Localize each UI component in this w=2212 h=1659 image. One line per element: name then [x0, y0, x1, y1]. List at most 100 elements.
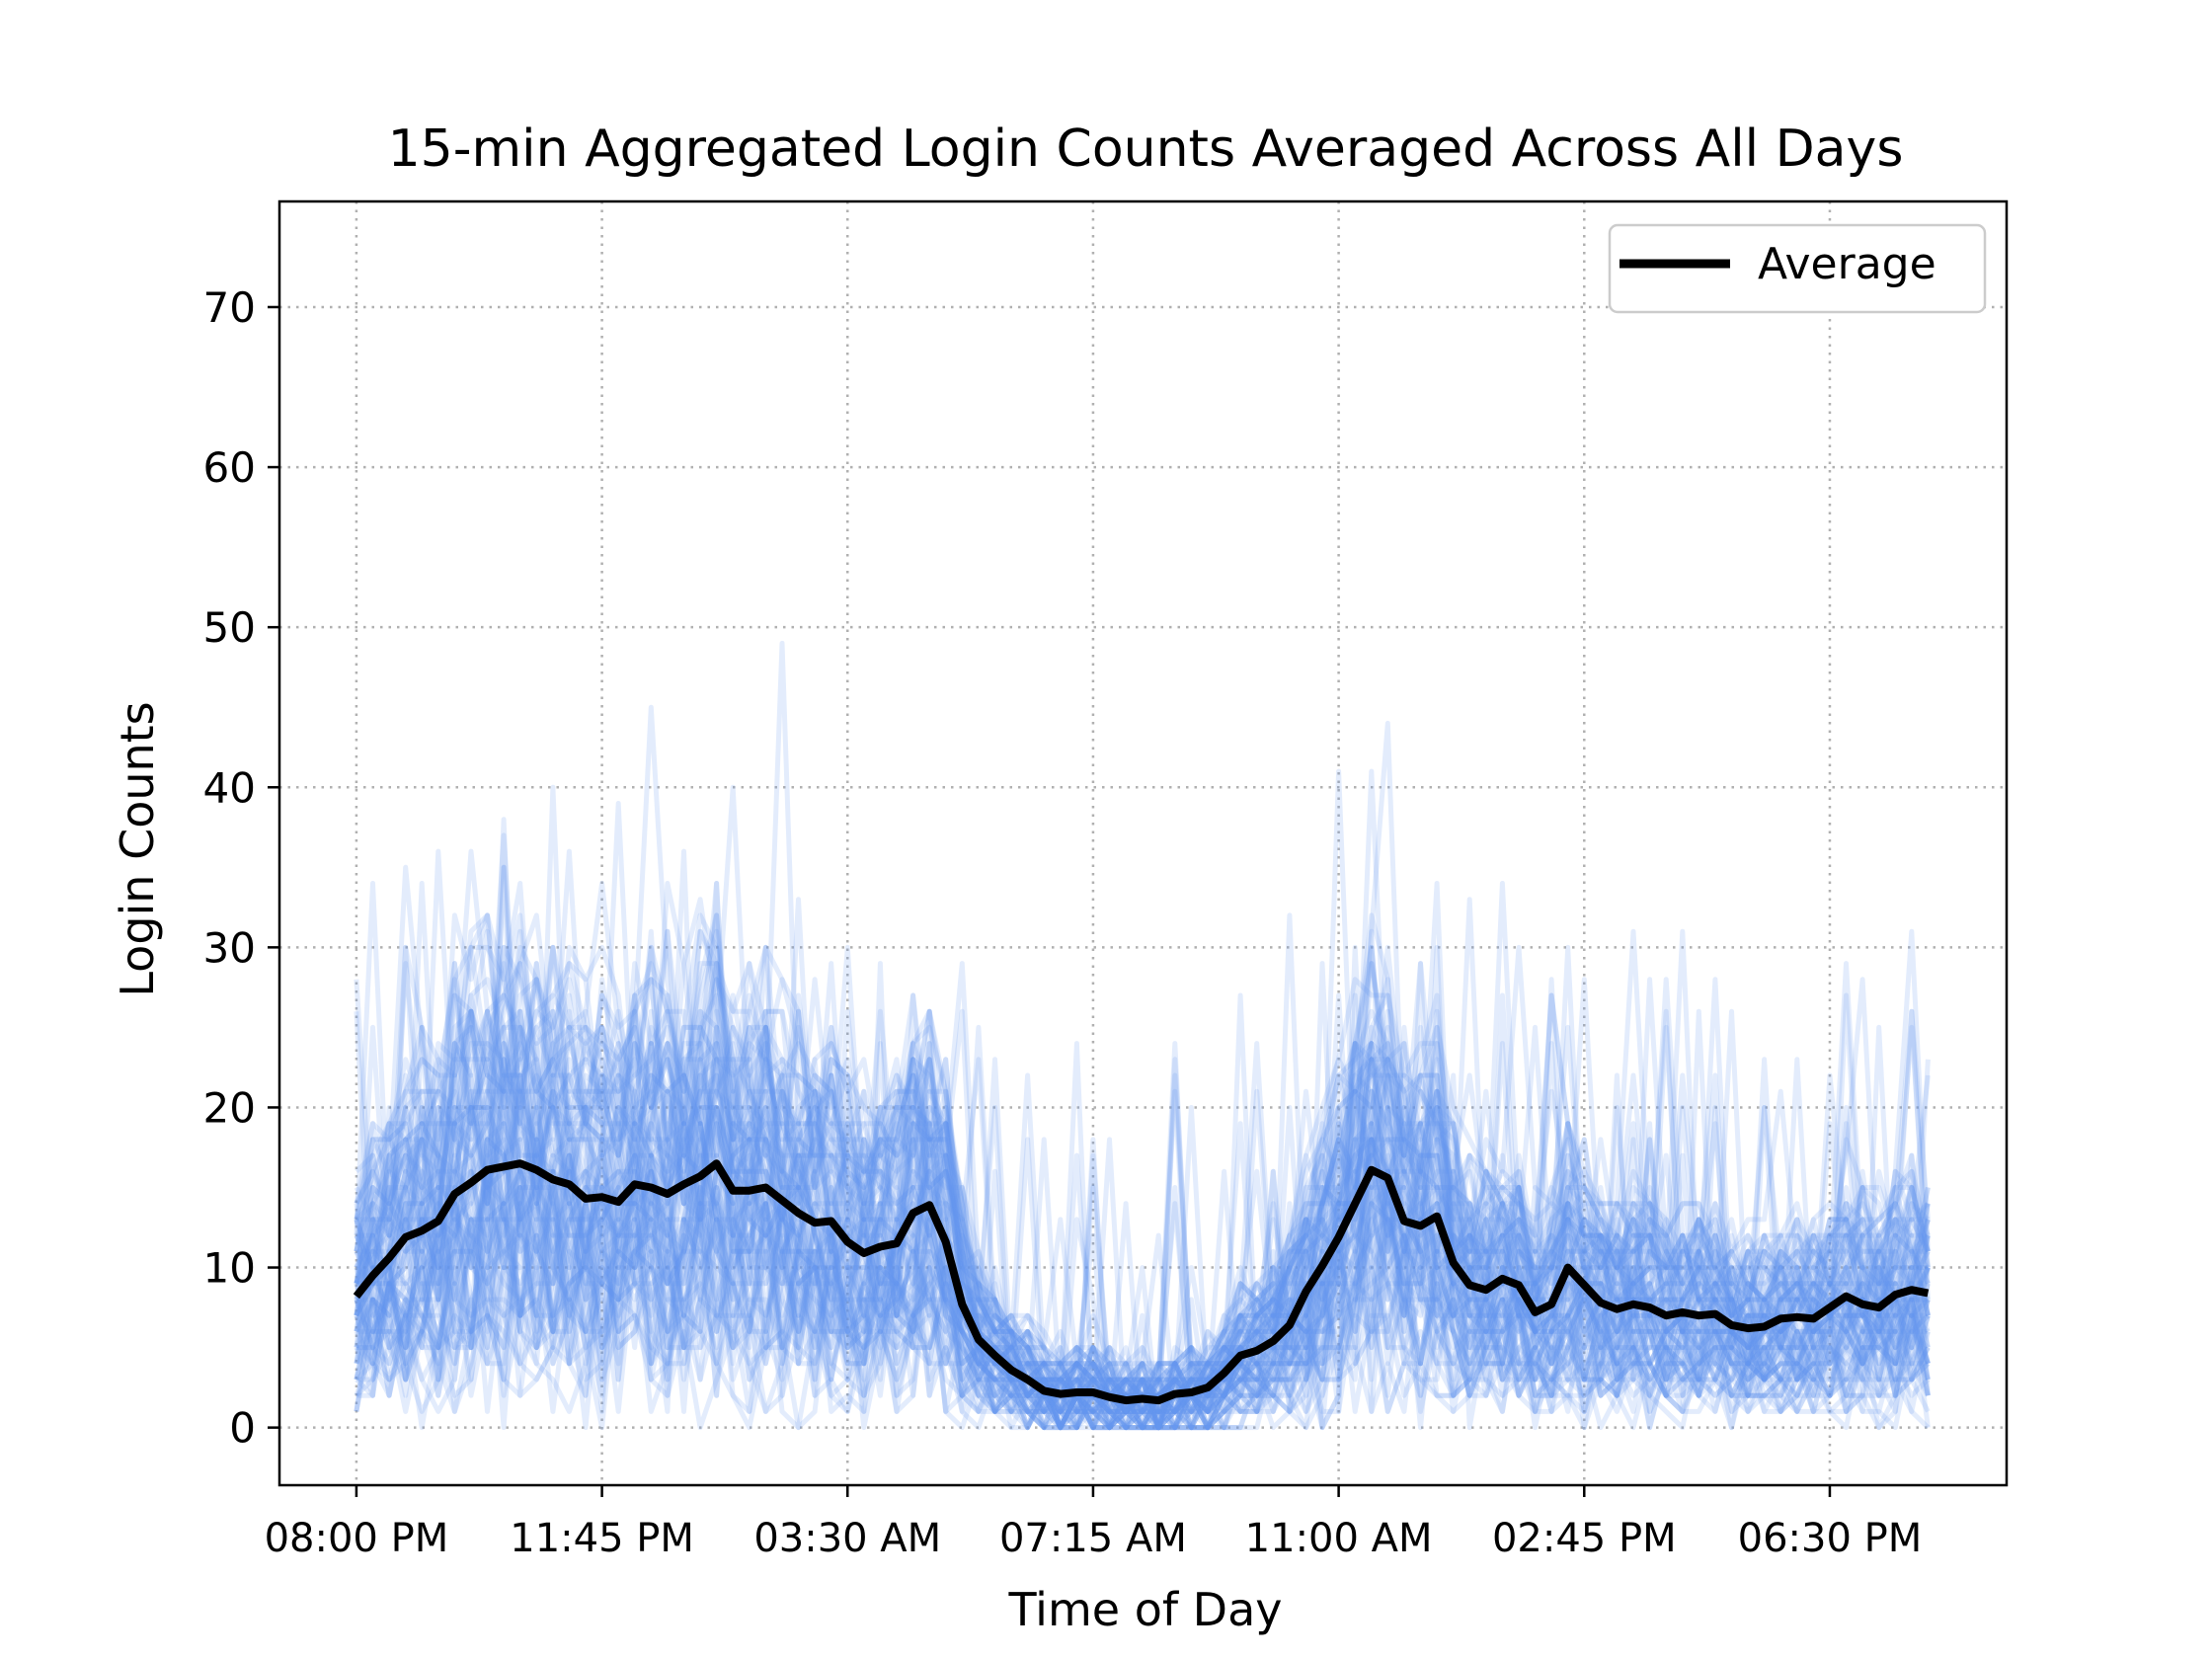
- daily-line: [354, 977, 1931, 1414]
- daily-line: [354, 1024, 1931, 1431]
- daily-line: [355, 944, 1931, 1431]
- daily-line: [355, 1137, 1931, 1431]
- daily-line: [354, 912, 1931, 1414]
- daily-line: [354, 1024, 1931, 1414]
- daily-line: [354, 881, 1931, 1431]
- daily-line: [354, 1041, 1931, 1431]
- y-tick-label: 0: [229, 1404, 256, 1453]
- y-tick-label: 50: [203, 603, 256, 652]
- daily-line: [356, 1072, 1931, 1431]
- y-tick-label: 10: [203, 1244, 256, 1293]
- y-axis-label: Login Counts: [111, 701, 164, 996]
- daily-line: [354, 881, 1931, 1414]
- daily-line: [354, 1057, 1931, 1431]
- legend-box: [1608, 223, 1987, 314]
- daily-line: [354, 881, 1931, 1414]
- daily-line: [354, 1059, 1931, 1431]
- daily-line: [354, 784, 1931, 1431]
- daily-line: [354, 1041, 1931, 1431]
- daily-line: [354, 1024, 1931, 1431]
- daily-line: [354, 928, 1931, 1414]
- daily-line: [354, 1121, 1931, 1431]
- legend-average-label: Average: [1758, 239, 1936, 289]
- daily-line: [354, 961, 1931, 1414]
- x-tick-label: 07:15 AM: [999, 1516, 1187, 1561]
- daily-line: [355, 977, 1929, 1414]
- y-tick-label: 40: [203, 763, 256, 812]
- daily-line: [354, 1008, 1931, 1431]
- daily-line: [354, 784, 1931, 1431]
- daily-line: [354, 1024, 1931, 1414]
- daily-line: [354, 720, 1931, 1414]
- daily-line: [354, 992, 1931, 1414]
- daily-line: [354, 768, 1931, 1414]
- grid-lines: [279, 201, 2007, 1485]
- daily-line: [354, 1072, 1931, 1431]
- daily-line: [354, 1041, 1931, 1431]
- legend: Average: [1608, 223, 1987, 314]
- daily-line: [354, 1105, 1931, 1431]
- daily-line: [354, 1008, 1931, 1431]
- daily-line: [354, 832, 1931, 1414]
- x-tick-label: 08:00 PM: [265, 1516, 449, 1561]
- chart-title: 15-min Aggregated Login Counts Averaged …: [388, 119, 1904, 179]
- daily-line: [356, 1121, 1931, 1431]
- x-tick-label: 06:30 PM: [1738, 1516, 1923, 1561]
- daily-line: [354, 1041, 1931, 1431]
- daily-line: [354, 944, 1929, 1414]
- daily-line: [355, 1088, 1931, 1431]
- average-line: [353, 1159, 1930, 1405]
- daily-line: [354, 992, 1931, 1431]
- x-tick-label: 03:30 AM: [753, 1516, 941, 1561]
- daily-line: [354, 1121, 1931, 1431]
- daily-line: [355, 640, 1931, 1414]
- daily-line: [354, 961, 1931, 1414]
- daily-line: [354, 848, 1931, 1414]
- daily-line: [356, 1024, 1931, 1431]
- daily-line: [356, 944, 1931, 1414]
- daily-line: [355, 1137, 1931, 1431]
- daily-line: [354, 961, 1931, 1431]
- y-tick-label: 70: [203, 283, 256, 332]
- daily-line: [354, 1041, 1931, 1414]
- x-tick-label: 11:45 PM: [510, 1516, 694, 1561]
- daily-line: [356, 1088, 1931, 1431]
- daily-line: [354, 992, 1931, 1431]
- daily-line: [354, 881, 1931, 1414]
- plot-frame: [277, 199, 2009, 1487]
- daily-line: [354, 1008, 1929, 1431]
- daily-line: [354, 944, 1931, 1431]
- daily-line: [354, 1105, 1931, 1431]
- daily-line: [354, 1137, 1931, 1431]
- daily-line: [354, 1105, 1929, 1431]
- daily-line: [356, 1168, 1931, 1431]
- daily-line: [354, 1168, 1931, 1431]
- x-tick-label: 02:45 PM: [1492, 1516, 1677, 1561]
- x-tick-label: 11:00 AM: [1245, 1516, 1433, 1561]
- daily-line: [354, 944, 1931, 1431]
- daily-line: [354, 1008, 1931, 1431]
- daily-line: [355, 848, 1931, 1431]
- y-tick-label: 30: [203, 923, 256, 972]
- daily-line: [354, 1185, 1931, 1431]
- daily-lines: [354, 640, 1931, 1431]
- daily-line: [355, 801, 1931, 1414]
- daily-line: [354, 992, 1931, 1431]
- daily-line: [354, 864, 1931, 1414]
- daily-line: [354, 1201, 1931, 1431]
- daily-line: [355, 1008, 1931, 1431]
- x-axis-ticks: 08:00 PM 11:45 PM 03:30 AM 07:15 AM 11:00 AM…: [265, 1485, 1923, 1561]
- y-axis-ticks: 0 10 20 30 40 50 60 70: [203, 283, 279, 1453]
- daily-line: [354, 881, 1931, 1414]
- daily-line: [354, 977, 1931, 1414]
- daily-line: [355, 1137, 1931, 1431]
- y-tick-label: 60: [203, 443, 256, 492]
- x-axis-label: Time of Day: [1008, 1583, 1283, 1636]
- daily-line: [354, 1024, 1931, 1431]
- daily-line: [354, 864, 1929, 1431]
- average-line-group: [353, 1159, 1930, 1405]
- y-tick-label: 20: [203, 1083, 256, 1132]
- daily-line: [354, 912, 1931, 1414]
- daily-line: [356, 928, 1931, 1431]
